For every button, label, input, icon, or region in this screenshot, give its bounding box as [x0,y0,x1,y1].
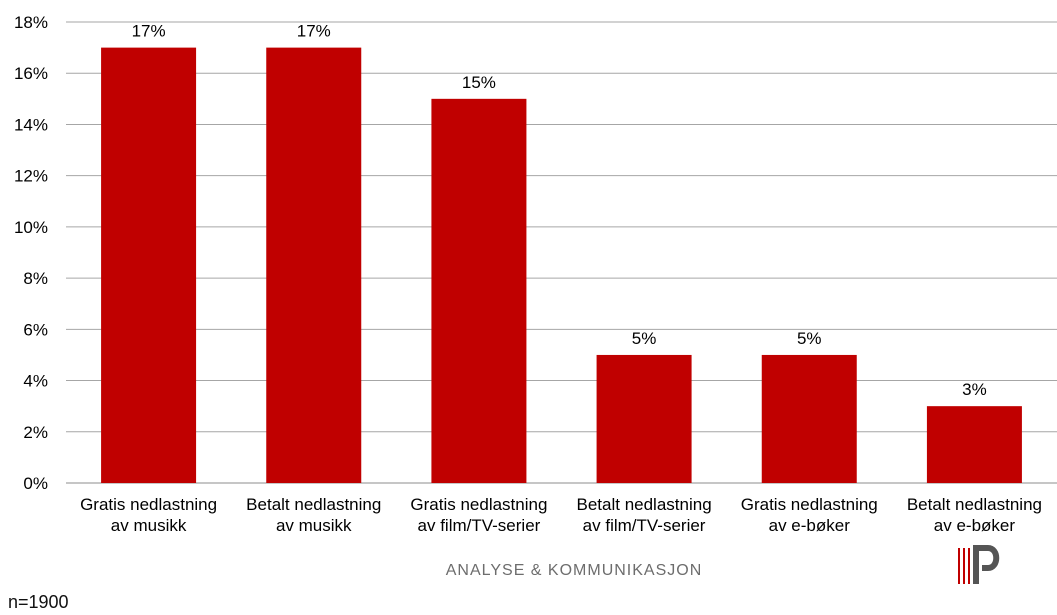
x-category-label: av musikk [276,516,352,535]
ap-logo-icon [958,545,1000,584]
y-tick-label: 14% [14,115,48,134]
x-category-label: Betalt nedlastning [577,495,712,514]
x-category-label: av e-bøker [934,516,1016,535]
x-category-label: av film/TV-serier [583,516,706,535]
bar [926,406,1022,483]
y-tick-label: 6% [23,320,48,339]
x-category-label: Betalt nedlastning [246,495,381,514]
bar [101,47,197,483]
brand-text: ANALYSE & KOMMUNIKASJON [445,562,703,579]
bar [761,354,857,483]
y-tick-label: 10% [14,218,48,237]
data-label: 5% [797,329,822,348]
x-category-label: Gratis nedlastning [80,495,217,514]
x-category-label: Gratis nedlastning [741,495,878,514]
sample-size-note: n=1900 [8,592,69,612]
bars [101,47,1022,483]
x-category-label: Gratis nedlastning [410,495,547,514]
data-label: 3% [962,380,987,399]
y-tick-label: 18% [14,13,48,32]
y-tick-label: 0% [23,474,48,493]
y-tick-label: 2% [23,423,48,442]
x-category-label: av film/TV-serier [418,516,541,535]
bar [596,354,692,483]
x-category-label: Betalt nedlastning [907,495,1042,514]
bar [266,47,362,483]
data-label: 5% [632,329,657,348]
y-tick-label: 8% [23,269,48,288]
bar [431,98,527,483]
bar-chart: 0% 2% 4% 6% 8% 10% 12% 14% 16% 18% Gratis nedlast… [14,13,1057,535]
x-category-label: av e-bøker [769,516,851,535]
data-label: 17% [132,22,166,41]
y-tick-label: 12% [14,167,48,186]
x-axis-categories: Gratis nedlastning av musikk Betalt nedlas… [80,495,1042,535]
x-category-label: av musikk [111,516,187,535]
y-tick-label: 4% [23,372,48,391]
y-axis-ticks: 0% 2% 4% 6% 8% 10% 12% 14% 16% 18% [14,13,48,493]
data-label: 17% [297,22,331,41]
gridlines [66,21,1057,484]
data-labels: 17% 17% 15% 5% 5% 3% [132,22,987,400]
y-tick-label: 16% [14,64,48,83]
data-label: 15% [462,73,496,92]
